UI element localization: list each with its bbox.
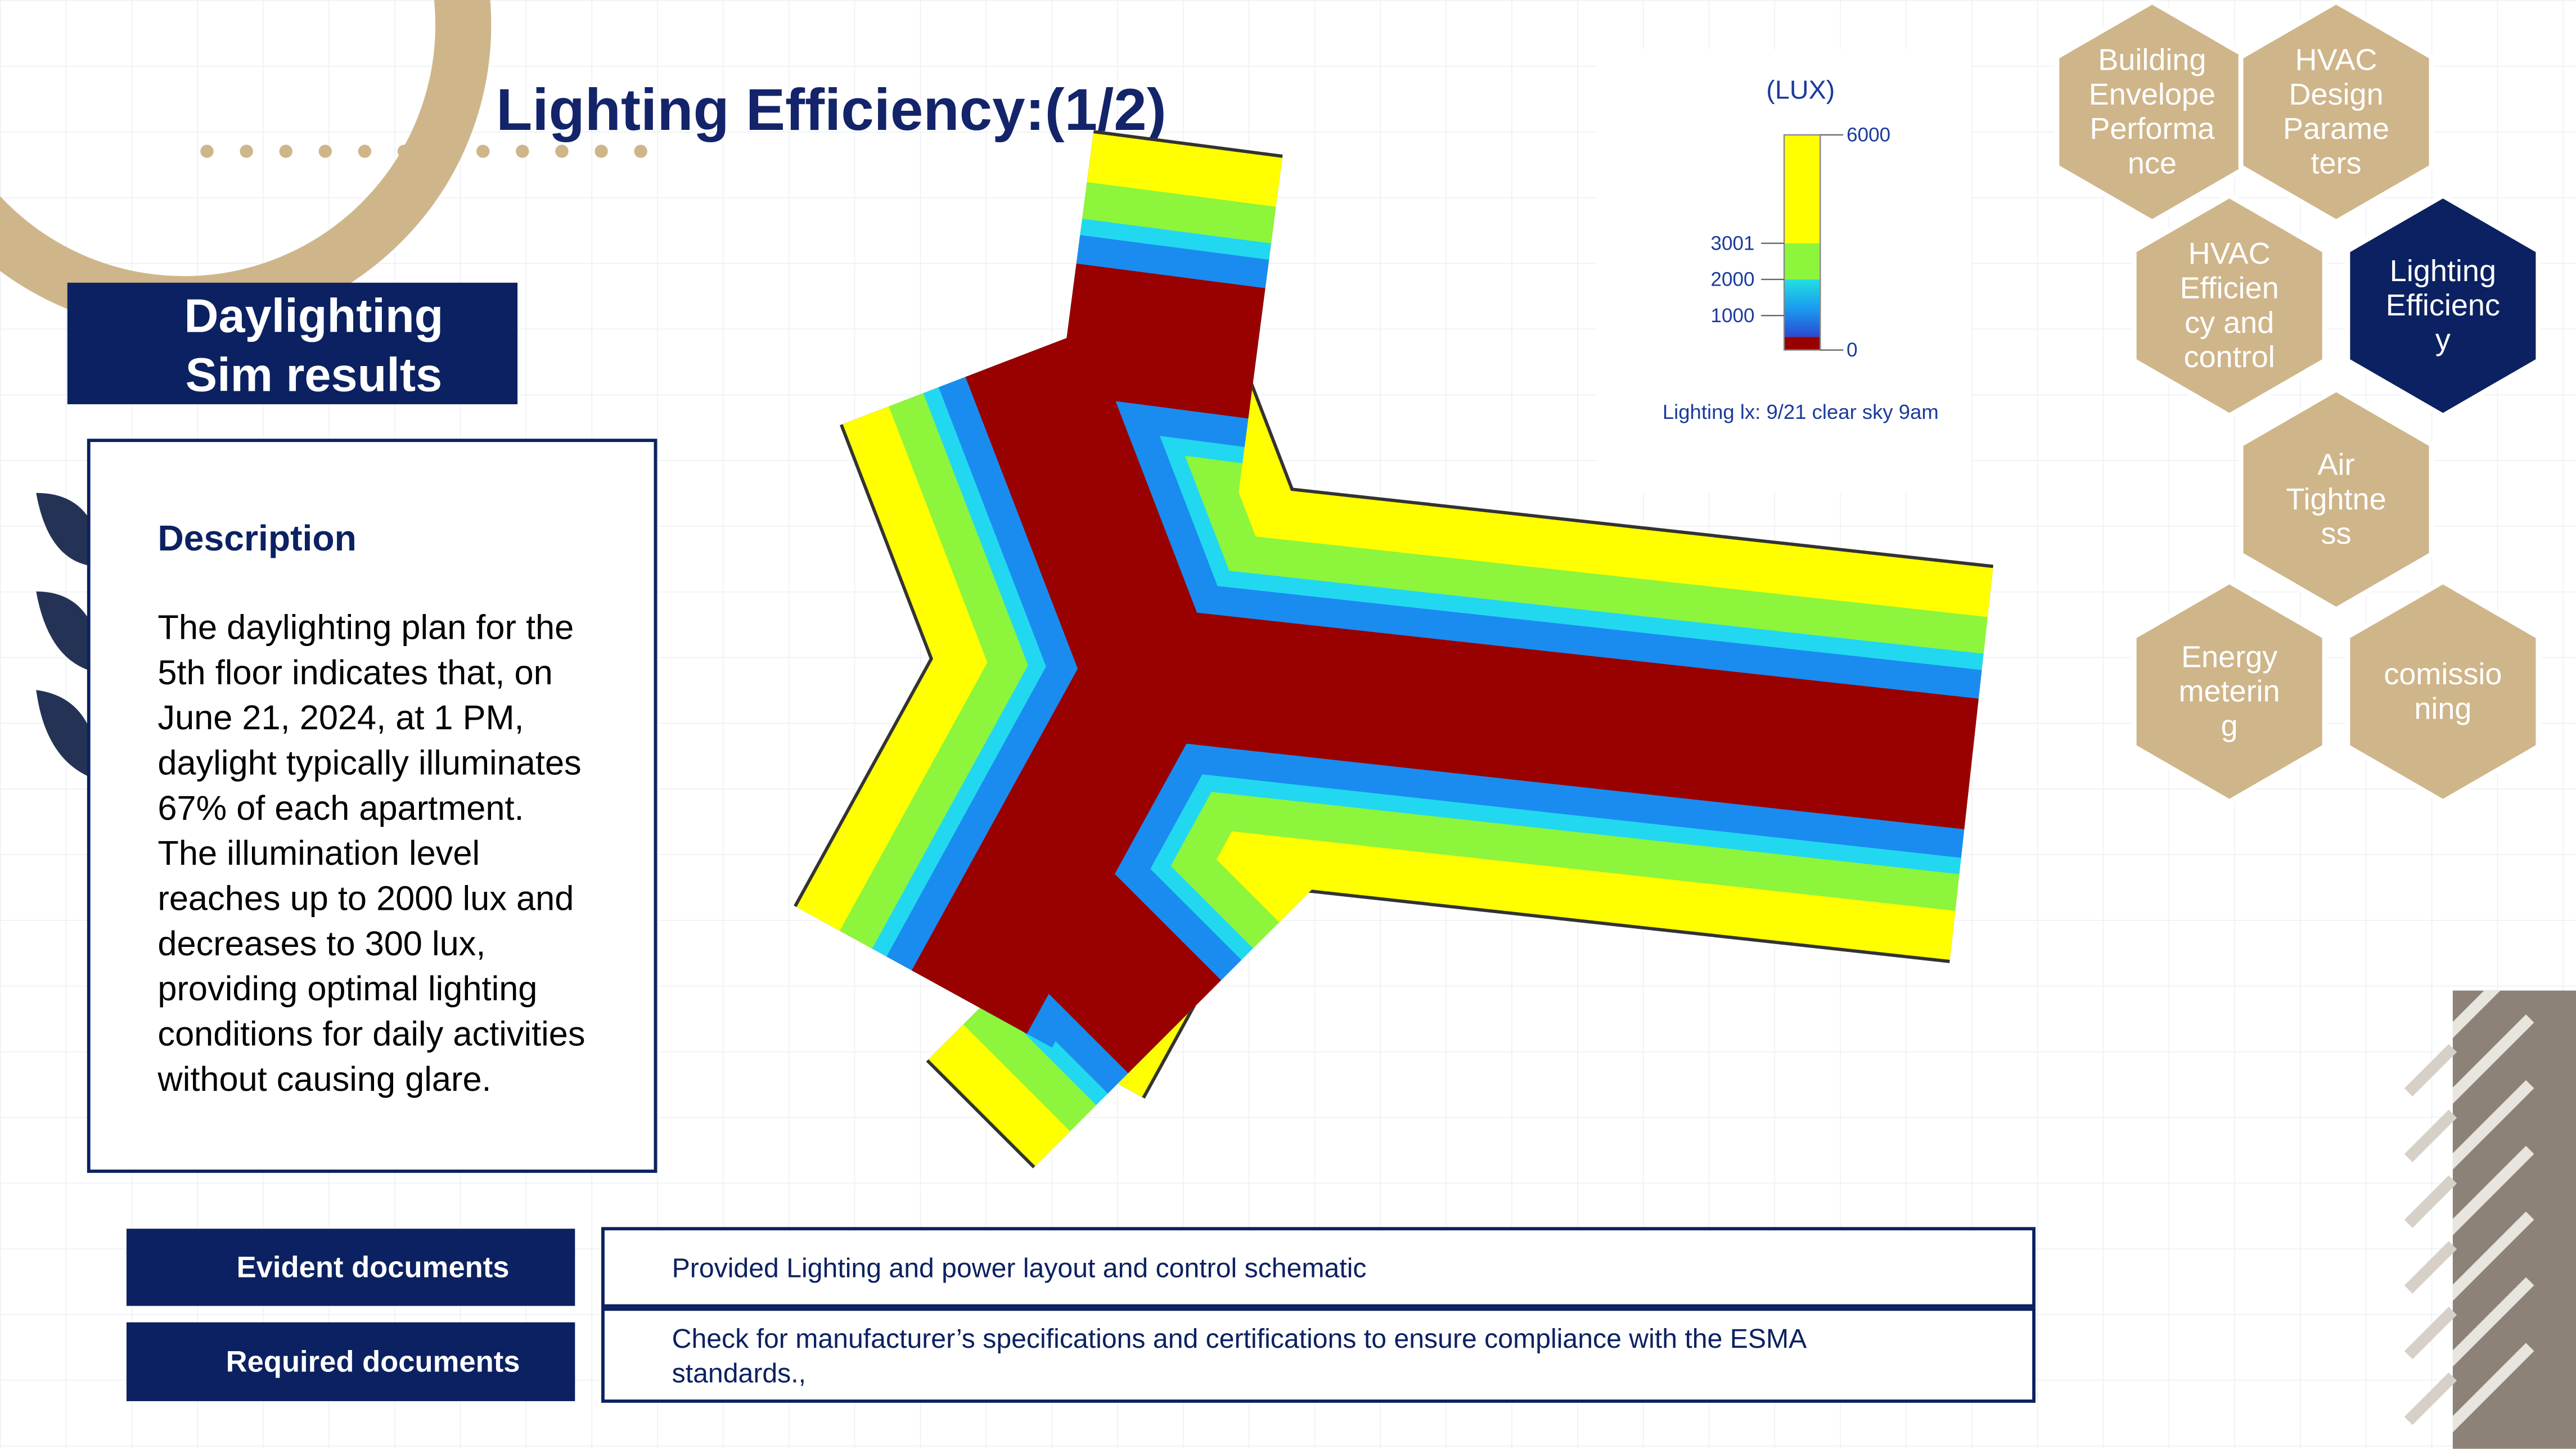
hexagon[interactable]: [2238, 0, 2434, 225]
nav-label[interactable]: Energy: [2181, 640, 2277, 674]
decor-block: [2452, 990, 2576, 1449]
document-label-box: [126, 1322, 575, 1401]
title: Lighting Efficiency:(1/2): [496, 77, 1167, 143]
nav-label[interactable]: Lighting: [2390, 254, 2496, 288]
nav-label[interactable]: y: [2435, 323, 2451, 357]
decor-stripes-outside: [2404, 1044, 2457, 1425]
section-box: [67, 282, 518, 404]
description-line: without causing glare.: [157, 1059, 491, 1098]
hexagon[interactable]: [2131, 192, 2327, 419]
description-line: June 21, 2024, at 1 PM,: [157, 698, 524, 737]
nav-label[interactable]: Design: [2289, 78, 2383, 111]
hexagon[interactable]: [2345, 192, 2541, 419]
nav-label[interactable]: ning: [2414, 692, 2471, 725]
document-text: Provided Lighting and power layout and c…: [672, 1253, 1367, 1283]
description-line: providing optimal lighting: [157, 969, 537, 1008]
description-heading: Description: [157, 518, 356, 558]
nav-label[interactable]: Efficienc: [2386, 288, 2500, 322]
nav-label[interactable]: HVAC: [2188, 237, 2271, 270]
description-box: [87, 439, 657, 1173]
color-bar: [1783, 134, 1821, 351]
decor-stripes: [2452, 990, 2534, 1433]
description-line: 67% of each apartment.: [157, 788, 524, 827]
nav-label[interactable]: comissio: [2384, 657, 2502, 691]
description-line: conditions for daily activities: [157, 1014, 585, 1053]
document-box: [601, 1227, 2036, 1308]
legend-tick-label: 6000: [1847, 124, 1890, 146]
description-line: decreases to 300 lux,: [157, 924, 485, 963]
nav-label[interactable]: Air: [2318, 448, 2355, 482]
legend-unit: (LUX): [1766, 75, 1835, 105]
nav-label[interactable]: g: [2221, 709, 2238, 743]
nav-label[interactable]: ss: [2321, 517, 2352, 550]
nav-label[interactable]: meterin: [2179, 675, 2280, 708]
nav-label[interactable]: Envelope: [2089, 78, 2215, 111]
description-line: The illumination level: [157, 833, 480, 872]
nav-label[interactable]: Efficien: [2180, 272, 2279, 305]
documents: Evident documents Provided Lighting and p…: [126, 1227, 2036, 1403]
description-line: 5th floor indicates that, on: [157, 653, 552, 692]
description-line: reaches up to 2000 lux and: [157, 879, 574, 918]
section-label: Sim results: [186, 348, 443, 401]
document-label: Evident documents: [237, 1251, 510, 1284]
legend-tick-label: 2000: [1711, 269, 1755, 291]
nav-label[interactable]: nce: [2128, 147, 2177, 180]
nav-label[interactable]: Parame: [2283, 112, 2389, 146]
section-label: Daylighting: [184, 288, 443, 342]
nav-label[interactable]: cy and: [2185, 306, 2274, 340]
nav-label[interactable]: HVAC: [2295, 43, 2377, 77]
nav-label[interactable]: Tightne: [2286, 482, 2386, 516]
legend-caption: Lighting lx: 9/21 clear sky 9am: [1663, 400, 1939, 423]
document-label: Required documents: [226, 1345, 520, 1378]
document-text: standards.,: [672, 1358, 806, 1388]
floor-plan: [794, 130, 1994, 1168]
description-line: The daylighting plan for the: [157, 608, 574, 647]
hexagon[interactable]: [2345, 579, 2541, 805]
nav-label[interactable]: Performa: [2089, 112, 2215, 146]
hexagon[interactable]: [2131, 579, 2327, 805]
legend-tick-label: 1000: [1711, 305, 1755, 327]
document-label-box: [126, 1229, 575, 1306]
nav-hexagons: BuildingEnvelopePerformanceHVACDesignPar…: [2054, 0, 2541, 805]
legend-tick-label: 3001: [1711, 232, 1755, 254]
description-text: The daylighting plan for the 5th floor in…: [157, 608, 585, 1098]
decor-dots: [200, 145, 647, 158]
nav-label[interactable]: Building: [2098, 43, 2206, 77]
document-box: [601, 1307, 2036, 1403]
nav-label[interactable]: control: [2184, 340, 2275, 374]
legend-ticks: 6000 3001 2000 1000 0: [1711, 124, 1891, 362]
decor-leaves: [36, 493, 102, 780]
description-line: daylight typically illuminates: [157, 743, 581, 782]
hexagon[interactable]: [2238, 386, 2434, 613]
document-text: Check for manufacturer’s specifications …: [672, 1324, 1808, 1354]
nav-label[interactable]: ters: [2311, 147, 2362, 180]
legend-tick-label: 0: [1847, 339, 1858, 361]
